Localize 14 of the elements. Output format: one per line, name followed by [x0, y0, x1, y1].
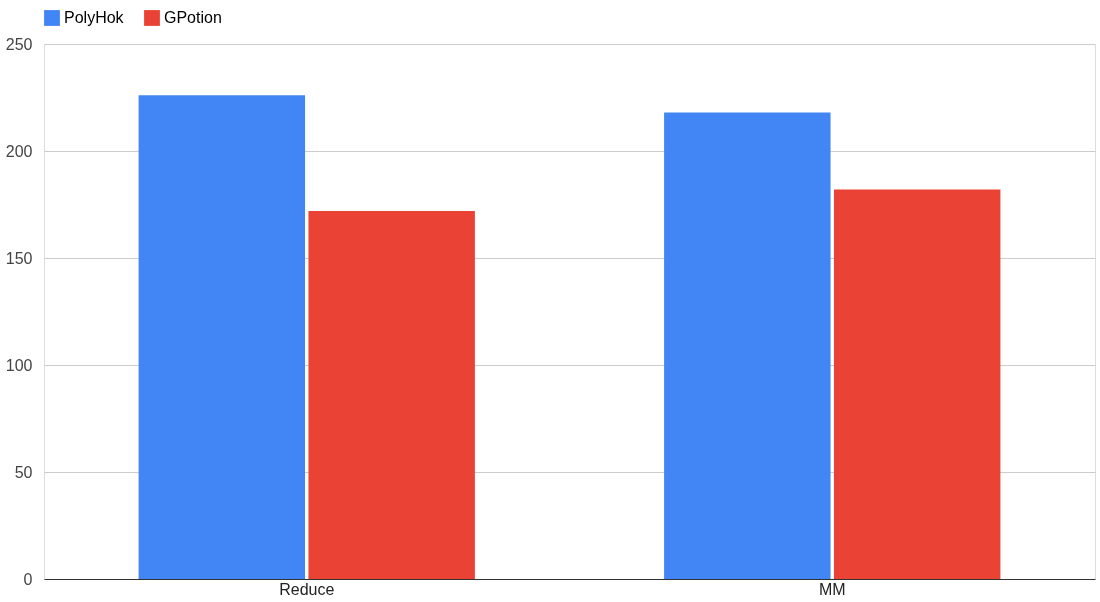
bar — [138, 95, 306, 579]
y-tick-label: 200 — [5, 142, 33, 160]
legend-label: PolyHok — [64, 9, 125, 26]
x-tick-label: Reduce — [279, 580, 335, 598]
y-tick-label: 100 — [5, 356, 33, 374]
y-tick-label: 0 — [23, 570, 33, 588]
y-tick-label: 250 — [5, 35, 33, 53]
x-tick-label: MM — [818, 580, 846, 598]
legend-label: GPotion — [164, 9, 222, 26]
bar — [664, 112, 831, 579]
bar — [308, 210, 475, 579]
y-tick-label: 50 — [14, 463, 33, 481]
bar — [833, 189, 1001, 579]
y-tick-label: 150 — [5, 249, 33, 267]
